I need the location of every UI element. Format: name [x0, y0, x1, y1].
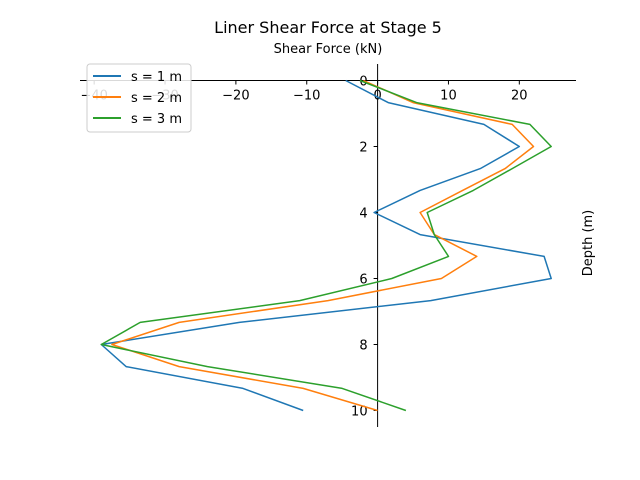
- series-line-1: [100, 79, 552, 412]
- legend: s = 1 m s = 2 m s = 3 m: [86, 63, 192, 133]
- x-tick-label: −20: [222, 89, 249, 104]
- series-layer: [100, 79, 552, 412]
- y-tick-label: 10: [351, 405, 368, 420]
- legend-frame: [86, 63, 192, 133]
- y-axis-label: Depth (m): [581, 210, 596, 277]
- y-tick-label: 4: [359, 207, 367, 222]
- x-tick-label: 20: [511, 89, 528, 104]
- legend-label-2: s = 2 m: [131, 91, 182, 106]
- x-axis-label: Shear Force (kN): [274, 42, 383, 57]
- series-line-3: [100, 79, 552, 412]
- legend-label-1: s = 1 m: [131, 70, 182, 85]
- x-tick-label: 10: [440, 89, 457, 104]
- legend-label-3: s = 3 m: [131, 112, 182, 127]
- series-line-2: [111, 79, 535, 412]
- x-tick-label: 0: [373, 89, 381, 104]
- y-tick-label: 8: [359, 339, 367, 354]
- y-tick-label: 2: [359, 141, 367, 156]
- chart-title: Liner Shear Force at Stage 5: [214, 18, 442, 37]
- y-tick-label: 6: [359, 273, 367, 288]
- x-tick-label: −10: [293, 89, 320, 104]
